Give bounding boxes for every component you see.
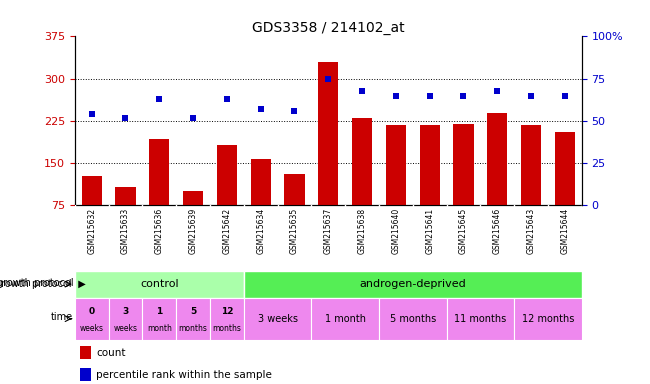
Text: GSM215643: GSM215643 xyxy=(526,207,536,254)
Title: GDS3358 / 214102_at: GDS3358 / 214102_at xyxy=(252,22,404,35)
Text: growth protocol: growth protocol xyxy=(0,279,72,289)
Point xyxy=(391,93,401,99)
Text: GSM215636: GSM215636 xyxy=(155,207,164,254)
Text: GSM215639: GSM215639 xyxy=(188,207,198,254)
Bar xyxy=(318,62,339,205)
Bar xyxy=(521,125,541,205)
Text: month: month xyxy=(147,323,172,333)
Point xyxy=(154,96,164,102)
Bar xyxy=(109,298,142,340)
Point xyxy=(255,106,266,112)
Bar xyxy=(75,271,244,298)
Text: GSM215642: GSM215642 xyxy=(222,207,231,253)
Text: 12 months: 12 months xyxy=(522,314,574,324)
Point xyxy=(357,88,367,94)
Bar xyxy=(514,298,582,340)
Point xyxy=(526,93,536,99)
Bar xyxy=(447,298,514,340)
Bar xyxy=(80,368,91,381)
Text: 1: 1 xyxy=(156,306,162,316)
Text: months: months xyxy=(213,323,241,333)
Bar xyxy=(385,125,406,205)
Text: GSM215632: GSM215632 xyxy=(87,207,96,253)
Text: GSM215638: GSM215638 xyxy=(358,207,367,253)
Bar xyxy=(487,113,508,205)
Text: 3: 3 xyxy=(122,306,129,316)
Point xyxy=(222,96,232,102)
Text: GSM215637: GSM215637 xyxy=(324,207,333,254)
Text: androgen-deprived: androgen-deprived xyxy=(359,279,466,289)
Point xyxy=(492,88,502,94)
Point xyxy=(458,93,469,99)
Text: count: count xyxy=(96,348,125,358)
Bar xyxy=(554,132,575,205)
Bar xyxy=(379,298,447,340)
Bar xyxy=(311,298,379,340)
Bar xyxy=(216,145,237,205)
Bar xyxy=(142,298,176,340)
Point xyxy=(120,114,131,121)
Bar xyxy=(183,191,203,205)
Point xyxy=(560,93,570,99)
Text: GSM215635: GSM215635 xyxy=(290,207,299,254)
Bar xyxy=(176,298,210,340)
Text: weeks: weeks xyxy=(114,323,137,333)
Text: ▶: ▶ xyxy=(72,279,85,289)
Text: weeks: weeks xyxy=(80,323,103,333)
Text: 11 months: 11 months xyxy=(454,314,506,324)
Text: GSM215644: GSM215644 xyxy=(560,207,569,254)
Bar xyxy=(81,175,102,205)
Point xyxy=(323,76,333,82)
Bar xyxy=(352,118,372,205)
Text: GSM215641: GSM215641 xyxy=(425,207,434,253)
Text: GSM215640: GSM215640 xyxy=(391,207,400,254)
Bar xyxy=(419,125,440,205)
Text: GSM215633: GSM215633 xyxy=(121,207,130,254)
Text: 5: 5 xyxy=(190,306,196,316)
Bar xyxy=(115,187,136,205)
Bar xyxy=(250,159,271,205)
Bar xyxy=(75,298,109,340)
Bar xyxy=(453,124,474,205)
Point xyxy=(424,93,435,99)
Text: GSM215634: GSM215634 xyxy=(256,207,265,254)
Text: 1 month: 1 month xyxy=(324,314,366,324)
Text: 5 months: 5 months xyxy=(389,314,436,324)
Point xyxy=(86,111,97,117)
Point xyxy=(289,108,300,114)
Text: 3 weeks: 3 weeks xyxy=(257,314,298,324)
Bar xyxy=(244,298,311,340)
Bar xyxy=(284,174,305,205)
Bar xyxy=(210,298,244,340)
Text: GSM215646: GSM215646 xyxy=(493,207,502,254)
Bar xyxy=(149,139,170,205)
Text: time: time xyxy=(51,311,73,322)
Text: GSM215645: GSM215645 xyxy=(459,207,468,254)
Text: 0: 0 xyxy=(88,306,95,316)
Text: percentile rank within the sample: percentile rank within the sample xyxy=(96,370,272,380)
Text: 12: 12 xyxy=(220,306,233,316)
Text: control: control xyxy=(140,279,179,289)
Text: months: months xyxy=(179,323,207,333)
Point xyxy=(188,114,198,121)
Bar xyxy=(80,346,91,359)
Bar xyxy=(244,271,582,298)
Text: growth protocol: growth protocol xyxy=(0,278,73,288)
